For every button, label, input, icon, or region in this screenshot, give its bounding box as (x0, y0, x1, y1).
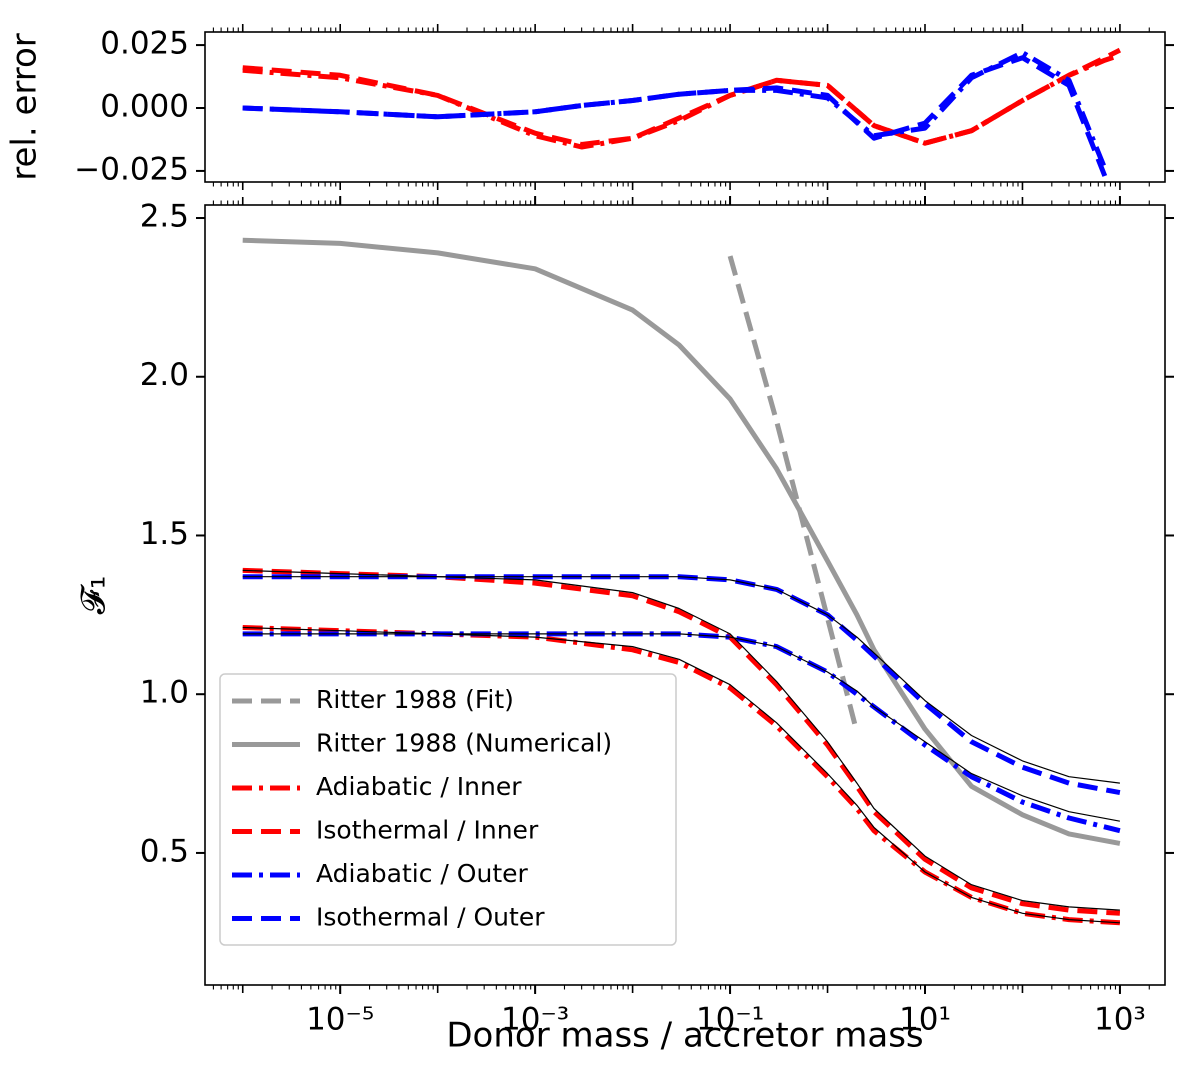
series-line (242, 47, 1122, 147)
y-tick-label: 0.5 (140, 833, 189, 869)
legend: Ritter 1988 (Fit) Ritter 1988 (Numerical)… (219, 673, 677, 946)
legend-box (219, 673, 677, 946)
y-tick-label: −0.025 (74, 151, 189, 187)
axes-frame (204, 204, 1166, 986)
y-tick-label: 2.0 (140, 357, 189, 393)
series-line (242, 633, 1121, 822)
series-line (242, 626, 1120, 924)
legend-label: Isothermal / Outer (316, 903, 545, 932)
x-tick-label: 10⁻³ (501, 1002, 569, 1038)
x-axis-label: Donor mass / accretor mass (446, 1016, 923, 1056)
series-line (242, 567, 1121, 916)
x-tick-label: 10⁻¹ (696, 1002, 764, 1038)
x-tick-label: 10¹ (899, 1002, 951, 1038)
y-tick-label: 1.5 (140, 516, 189, 552)
series-line (242, 55, 1108, 177)
series-line (242, 576, 1120, 784)
series-line (242, 569, 1120, 911)
plot-area (242, 47, 1122, 177)
plot-area (242, 237, 1121, 926)
x-tick-label: 10³ (1094, 1002, 1146, 1038)
series-line (242, 237, 1121, 846)
axes-frame (204, 31, 1166, 183)
x-tick-label: 10⁻⁵ (306, 1002, 374, 1038)
y-tick-label: 0.000 (100, 89, 189, 125)
y-tick-label: 1.0 (140, 675, 189, 711)
legend-label: Adiabatic / Inner (316, 772, 522, 801)
legend-label: Ritter 1988 (Numerical) (316, 729, 612, 758)
legend-label: Isothermal / Inner (316, 816, 539, 845)
y-axis-label: 𝓕₁ (74, 576, 114, 615)
y-tick-label: 0.025 (100, 26, 189, 62)
series-line (727, 255, 860, 733)
y-tick-label: 2.5 (140, 199, 189, 235)
legend-label: Adiabatic / Outer (316, 859, 529, 888)
series-line (242, 50, 1108, 170)
y-axis-label: rel. error (5, 33, 45, 181)
legend-label: Ritter 1988 (Fit) (316, 685, 514, 714)
